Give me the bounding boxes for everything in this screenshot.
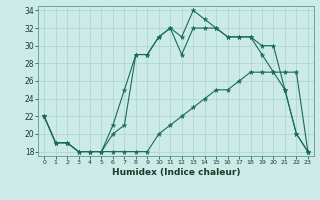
X-axis label: Humidex (Indice chaleur): Humidex (Indice chaleur) [112,168,240,177]
